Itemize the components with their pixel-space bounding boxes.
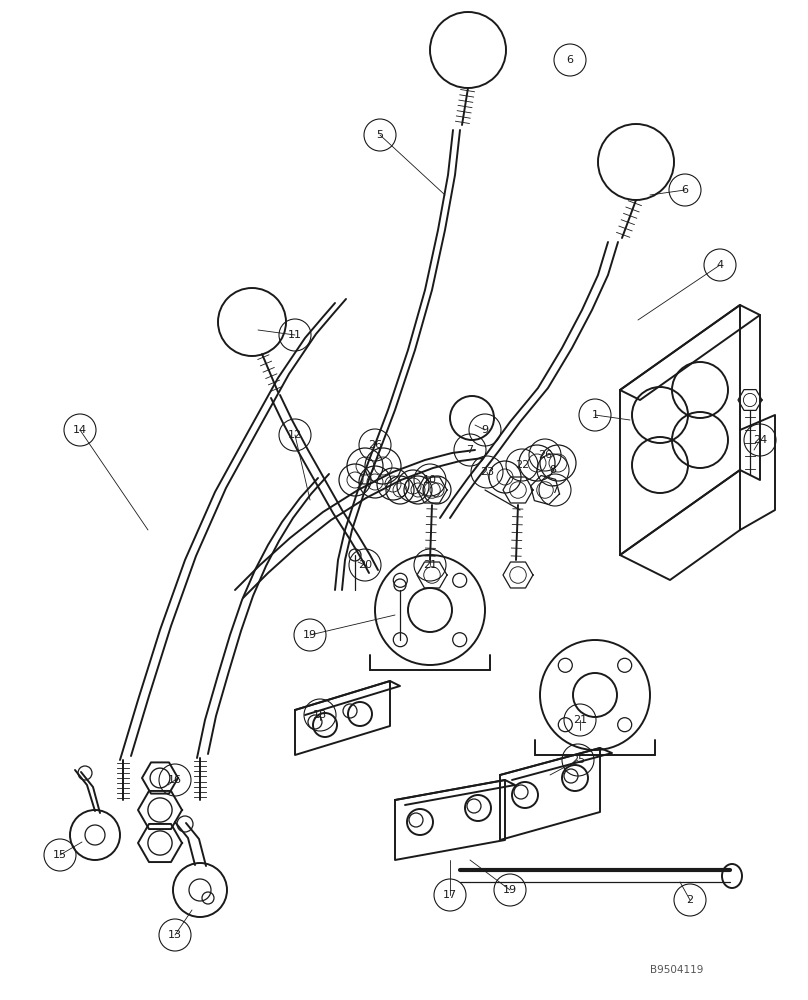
Text: 10: 10 bbox=[423, 475, 437, 485]
Text: 6: 6 bbox=[566, 55, 574, 65]
Text: 17: 17 bbox=[443, 890, 457, 900]
Text: 7: 7 bbox=[466, 445, 473, 455]
Text: 26: 26 bbox=[538, 450, 552, 460]
Text: 26: 26 bbox=[368, 440, 382, 450]
Text: 23: 23 bbox=[480, 467, 494, 477]
Text: 11: 11 bbox=[288, 330, 302, 340]
Text: 19: 19 bbox=[503, 885, 517, 895]
Text: 7: 7 bbox=[551, 485, 558, 495]
Text: 6: 6 bbox=[681, 185, 688, 195]
Text: B9504119: B9504119 bbox=[650, 965, 704, 975]
Text: 18: 18 bbox=[313, 710, 327, 720]
Text: 22: 22 bbox=[515, 460, 529, 470]
Text: 19: 19 bbox=[303, 630, 317, 640]
Text: 20: 20 bbox=[358, 560, 372, 570]
Text: 4: 4 bbox=[717, 260, 723, 270]
Text: 14: 14 bbox=[73, 425, 87, 435]
Text: 15: 15 bbox=[53, 850, 67, 860]
Text: 9: 9 bbox=[482, 425, 489, 435]
Text: 21: 21 bbox=[423, 560, 437, 570]
Text: 16: 16 bbox=[168, 775, 182, 785]
Text: 5: 5 bbox=[377, 130, 384, 140]
Text: 12: 12 bbox=[288, 430, 302, 440]
Text: 21: 21 bbox=[573, 715, 587, 725]
Text: 8: 8 bbox=[549, 465, 557, 475]
Text: 25: 25 bbox=[571, 755, 585, 765]
Text: 2: 2 bbox=[687, 895, 693, 905]
Text: 24: 24 bbox=[753, 435, 767, 445]
Text: 1: 1 bbox=[591, 410, 599, 420]
Text: 13: 13 bbox=[168, 930, 182, 940]
